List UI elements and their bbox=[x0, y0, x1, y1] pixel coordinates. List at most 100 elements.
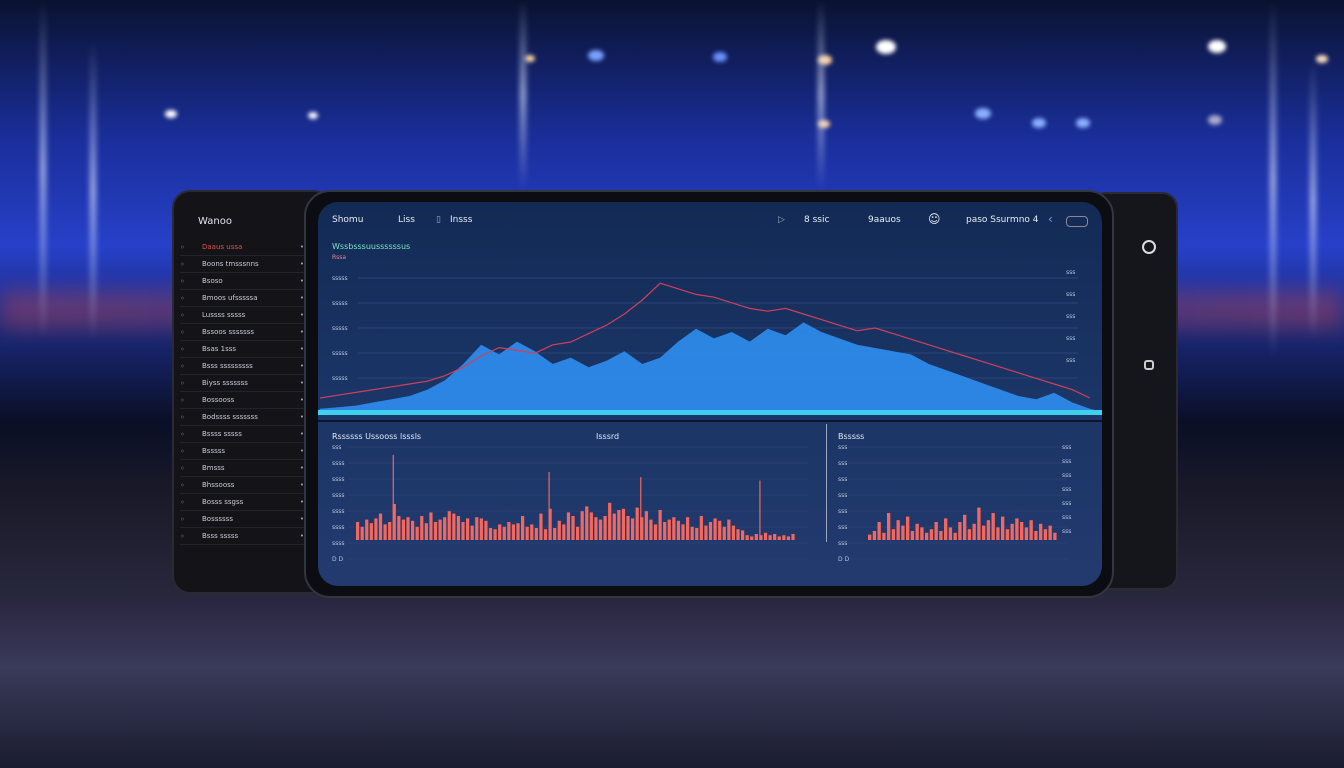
volume-bar bbox=[699, 516, 703, 540]
sidebar-item[interactable]: ◦ Daaus ussa • bbox=[180, 239, 304, 256]
side-bar bbox=[1039, 523, 1043, 540]
tick-label: ssss bbox=[332, 492, 345, 499]
sidebar-item[interactable]: ◦ Bodssss sssssss • bbox=[180, 409, 304, 426]
tick-label: ssss bbox=[332, 460, 345, 467]
volume-bar bbox=[392, 504, 396, 540]
volume-bar bbox=[704, 525, 708, 540]
volume-bar bbox=[534, 528, 538, 540]
volume-bar bbox=[631, 518, 635, 540]
volume-bar bbox=[635, 507, 639, 540]
volume-bar bbox=[543, 529, 548, 540]
back-chevron-icon[interactable]: ‹ bbox=[1048, 212, 1053, 226]
area-series bbox=[318, 322, 1102, 412]
volume-bar bbox=[686, 517, 690, 540]
volume-bar bbox=[612, 513, 616, 540]
side-bar bbox=[925, 532, 929, 540]
sidebar-item[interactable]: ◦ Bsss sssss • bbox=[180, 528, 304, 545]
tick-label: sss bbox=[838, 444, 848, 451]
volume-bar bbox=[658, 510, 662, 540]
menu-item-icon: ◦ bbox=[180, 480, 185, 490]
side-bar bbox=[901, 525, 905, 540]
volume-bar bbox=[456, 516, 461, 540]
sidebar-item-label: Bsssss bbox=[202, 447, 226, 455]
side-bar bbox=[948, 527, 953, 540]
volume-bar bbox=[695, 528, 699, 540]
tick-label: sss bbox=[1062, 528, 1072, 535]
power-icon[interactable] bbox=[1142, 240, 1156, 254]
sidebar-item[interactable]: ◦ Bssoos sssssss • bbox=[180, 324, 304, 341]
bokeh-light bbox=[818, 120, 830, 129]
sidebar-item[interactable]: ◦ Bmsss • bbox=[180, 460, 304, 477]
sidebar-item[interactable]: ◦ Lussss sssss • bbox=[180, 307, 304, 324]
menu-dot-icon: • bbox=[299, 464, 304, 472]
side-bar bbox=[891, 529, 896, 540]
tab-list[interactable]: Liss bbox=[398, 215, 415, 225]
volume-bar bbox=[731, 525, 736, 540]
volume-bar bbox=[507, 522, 511, 540]
volume-bar bbox=[617, 510, 621, 540]
tab-insights[interactable]: Insss bbox=[450, 215, 473, 225]
volume-bar bbox=[741, 530, 745, 540]
sidebar-item[interactable]: ◦ Bossooss • bbox=[180, 392, 304, 409]
tick-label: sss bbox=[838, 460, 848, 467]
volume-bar bbox=[516, 523, 520, 540]
menu-item-icon: ◦ bbox=[180, 327, 185, 337]
sidebar-item-label: Bhssooss bbox=[202, 481, 235, 489]
volume-bar bbox=[736, 529, 740, 540]
volume-bar bbox=[608, 502, 612, 540]
side-bar bbox=[896, 520, 900, 540]
volume-bar bbox=[369, 523, 373, 540]
sidebar-item[interactable]: ◦ Bsoso • bbox=[180, 273, 304, 290]
avatar-icon[interactable]: ☺ bbox=[928, 212, 941, 226]
sidebar-item[interactable]: ◦ Bossssss • bbox=[180, 511, 304, 528]
sidebar-item[interactable]: ◦ Bhssooss • bbox=[180, 477, 304, 494]
volume-bar bbox=[653, 524, 658, 540]
sidebar-title: Wanoo bbox=[198, 216, 232, 227]
sidebar-item-label: Bmoos ufsssssa bbox=[202, 294, 258, 302]
tick-label: sssss bbox=[332, 350, 348, 357]
sidebar-item[interactable]: ◦ Bosss ssgss • bbox=[180, 494, 304, 511]
user-label[interactable]: paso Ssurmno 4 bbox=[966, 215, 1039, 225]
side-bar bbox=[944, 518, 948, 540]
play-icon[interactable]: ▷ bbox=[778, 215, 785, 225]
light-beam bbox=[40, 0, 46, 340]
volume-bar bbox=[475, 517, 479, 540]
side-bar bbox=[1015, 518, 1019, 540]
sidebar-item[interactable]: ◦ Bssss sssss • bbox=[180, 426, 304, 443]
sidebar-item[interactable]: ◦ Biyss sssssss • bbox=[180, 375, 304, 392]
volume-bar bbox=[548, 508, 552, 540]
menu-item-icon: ◦ bbox=[180, 412, 185, 422]
sidebar-item[interactable]: ◦ Bsas 1sss • bbox=[180, 341, 304, 358]
volume-bar bbox=[745, 535, 749, 540]
side-bar bbox=[939, 531, 943, 540]
volume-bar bbox=[383, 524, 387, 540]
sidebar-item[interactable]: ◦ Bsss sssssssss • bbox=[180, 358, 304, 375]
sidebar-item-label: Bsas 1sss bbox=[202, 345, 237, 353]
side-bar bbox=[967, 529, 972, 540]
brand-label[interactable]: Shomu bbox=[332, 215, 364, 225]
volume-bar bbox=[576, 526, 580, 540]
main-chart-subtitle: Rssa bbox=[332, 254, 347, 261]
panel-divider bbox=[826, 424, 827, 542]
menu-dot-icon: • bbox=[299, 328, 304, 336]
menu-dot-icon: • bbox=[299, 243, 304, 251]
sidebar-item[interactable]: ◦ Bmoos ufsssssa • bbox=[180, 290, 304, 307]
tick-label: sss bbox=[1066, 313, 1076, 320]
toggle-button[interactable] bbox=[1066, 216, 1088, 227]
volume-bar bbox=[360, 526, 364, 540]
bokeh-light bbox=[1208, 115, 1222, 125]
bokeh-light bbox=[713, 52, 727, 62]
volume-bar bbox=[594, 517, 598, 540]
sidebar-item[interactable]: ◦ Boons tmsssnns • bbox=[180, 256, 304, 273]
tick-label: ssss bbox=[332, 508, 345, 515]
volume-bar bbox=[708, 522, 713, 540]
sidebar-item[interactable]: ◦ Bsssss • bbox=[180, 443, 304, 460]
volume-bar bbox=[429, 512, 433, 540]
volume-bar bbox=[571, 516, 575, 540]
volume-bar bbox=[589, 512, 593, 540]
volume-bar bbox=[667, 519, 671, 540]
side-bar bbox=[1034, 531, 1038, 540]
light-beam bbox=[520, 0, 526, 190]
tick-label: sss bbox=[1066, 335, 1076, 342]
side-bar bbox=[887, 513, 891, 540]
